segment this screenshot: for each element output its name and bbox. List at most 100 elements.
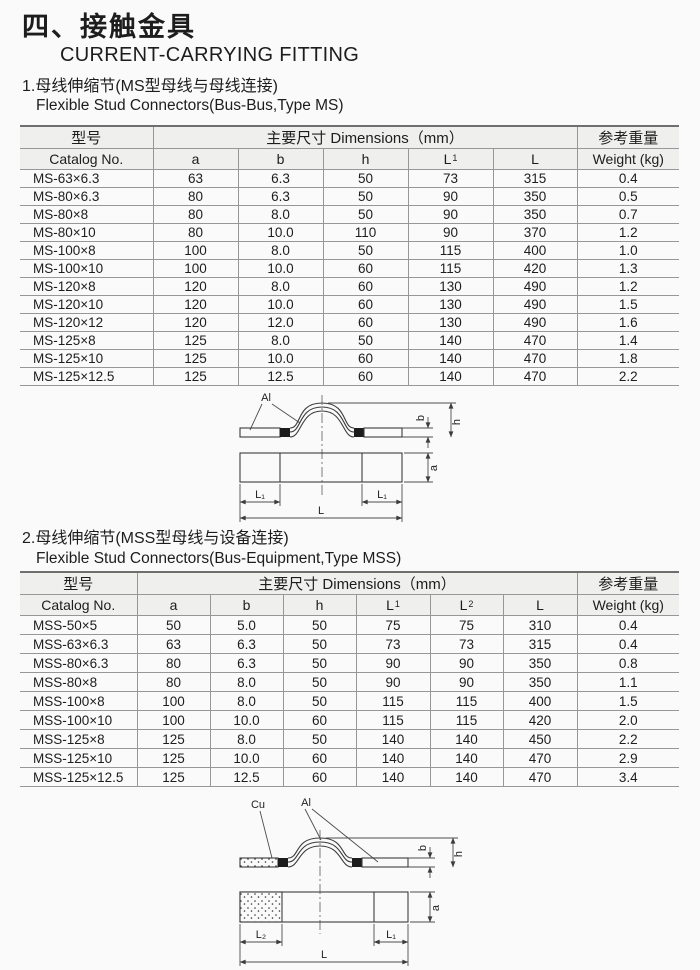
value-cell: 60 [282,767,356,787]
value-cell: 120 [152,277,238,296]
value-cell: 420 [502,710,577,730]
value-cell: 90 [355,672,430,692]
plan-segment-lines [279,453,363,482]
table-header-row-2: Catalog No. a b h L1 L2 L Weight (kg) [20,594,679,616]
value-cell: 490 [492,313,577,332]
value-cell: 60 [322,277,408,296]
mss-connector-drawing: Cu Al b h a L₂ L₁ [239,797,465,966]
table-row: MSS-100×8 100 8.0 50 115 115 400 1.5 [20,691,679,711]
al-material-label: Al [261,392,271,404]
value-cell: 350 [492,205,577,224]
value-cell: 6.3 [209,653,283,673]
table-row: MS-63×6.3 63 6.3 50 73 315 0.4 [20,169,679,188]
model-header-en: Catalog No. [20,594,137,616]
value-cell: 90 [407,187,493,206]
dim-label-l1: L₁ [386,929,396,941]
table-row: MS-100×8 100 8.0 50 115 400 1.0 [20,241,679,260]
value-cell: 8.0 [209,729,283,749]
weld-joint [280,428,290,437]
dim-label-b: b [415,415,427,421]
dim-col-header: L [492,148,577,170]
value-cell: 490 [492,277,577,296]
value-cell: 3.4 [576,767,679,787]
catalog-no-cell: MSS-125×12.5 [20,767,137,787]
leader-line [271,403,301,424]
catalog-no-cell: MS-120×12 [20,313,153,332]
value-cell: 140 [407,349,493,368]
dim-col-header: h [322,148,408,170]
value-cell: 310 [502,615,577,635]
value-cell: 140 [407,331,493,350]
value-cell: 100 [152,259,238,278]
value-cell: 125 [152,367,238,386]
model-header-zh: 型号 [20,126,153,149]
mss-table-body: MSS-50×5 50 5.0 50 75 75 310 0.4 MSS-63×6.3 63 6.3… [20,615,679,787]
value-cell: 0.4 [576,169,679,188]
value-cell: 115 [429,691,503,711]
dim-label-l: L [321,949,327,961]
page-title-zh: 四、接触金具 [22,12,196,42]
extension-lines [239,924,409,966]
value-cell: 60 [322,313,408,332]
value-cell: 50 [136,615,210,635]
catalog-no-cell: MSS-125×10 [20,748,137,768]
value-cell: 350 [502,653,577,673]
dim-label-l1-right: L₁ [377,489,387,501]
value-cell: 10.0 [237,295,323,314]
catalog-no-cell: MS-80×10 [20,223,153,242]
value-cell: 470 [492,367,577,386]
dim-col-header: b [237,148,323,170]
weight-header-zh: 参考重量 [576,126,679,149]
value-cell: 350 [492,187,577,206]
value-cell: 125 [152,331,238,350]
value-cell: 100 [136,710,210,730]
weight-header-en: Weight (kg) [576,148,679,170]
copper-bar-side-view [239,857,279,868]
value-cell: 0.4 [576,634,679,654]
extension-lines [408,857,435,868]
value-cell: 5.0 [209,615,283,635]
dim-col-header: b [209,594,283,616]
value-cell: 1.5 [576,295,679,314]
value-cell: 50 [282,634,356,654]
value-cell: 0.5 [576,187,679,206]
weld-joint [278,858,288,867]
table-row: MSS-80×8 80 8.0 50 90 90 350 1.1 [20,672,679,692]
section1-heading-en: Flexible Stud Connectors(Bus-Bus,Type MS… [36,97,344,114]
catalog-no-cell: MS-80×8 [20,205,153,224]
dim-col-header: L2 [429,594,503,616]
dim-col-header: L1 [355,594,430,616]
value-cell: 6.3 [237,187,323,206]
table-row: MS-120×10 120 10.0 60 130 490 1.5 [20,295,679,314]
value-cell: 120 [152,313,238,332]
value-cell: 60 [322,367,408,386]
value-cell: 1.2 [576,223,679,242]
catalog-no-cell: MS-125×12.5 [20,367,153,386]
value-cell: 8.0 [237,205,323,224]
catalog-no-cell: MS-120×8 [20,277,153,296]
left-bar-side-view [239,427,281,438]
value-cell: 110 [322,223,408,242]
value-cell: 400 [502,691,577,711]
value-cell: 8.0 [209,672,283,692]
value-cell: 90 [429,672,503,692]
table-row: MSS-125×10 125 10.0 60 140 140 470 2.9 [20,748,679,768]
catalog-no-cell: MSS-125×8 [20,729,137,749]
copper-section-plan [239,891,283,923]
value-cell: 140 [429,748,503,768]
value-cell: 73 [355,634,430,654]
value-cell: 0.7 [576,205,679,224]
value-cell: 6.3 [209,634,283,654]
value-cell: 100 [152,241,238,260]
catalog-no-cell: MSS-50×5 [20,615,137,635]
right-bar-side-view [363,427,403,438]
table-row: MS-120×8 120 8.0 60 130 490 1.2 [20,277,679,296]
value-cell: 115 [355,710,430,730]
value-cell: 10.0 [209,710,283,730]
dim-col-header: L1 [407,148,493,170]
value-cell: 130 [407,295,493,314]
dim-label-h: h [453,851,465,857]
value-cell: 115 [355,691,430,711]
leader-line [304,808,322,841]
dimensions-header: 主要尺寸 Dimensions（mm） [136,572,577,595]
